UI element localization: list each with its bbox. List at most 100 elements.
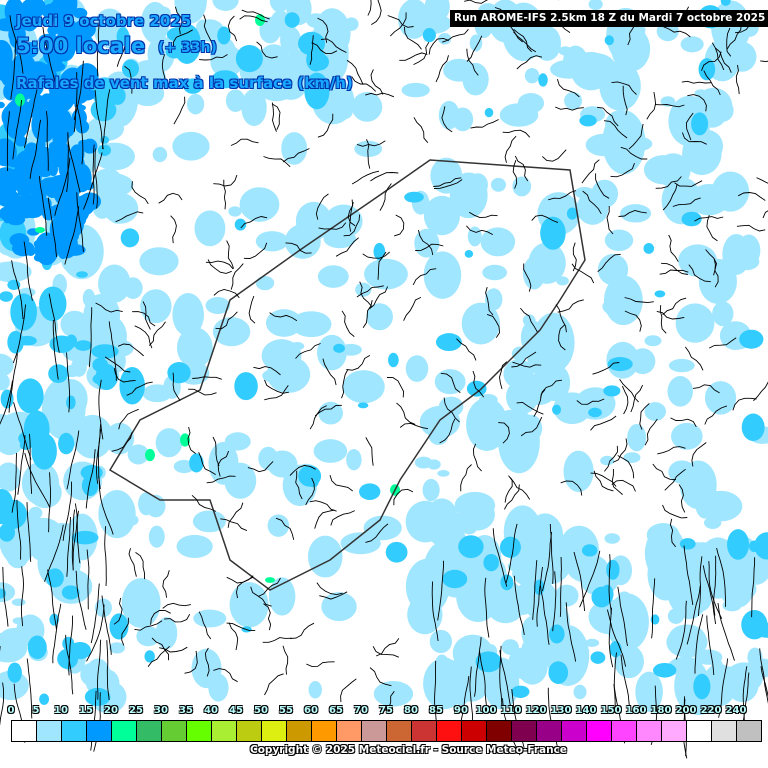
streamline <box>135 552 145 580</box>
streamline <box>662 504 688 519</box>
streamline <box>239 15 268 23</box>
streamline <box>198 611 212 640</box>
streamline <box>295 470 303 500</box>
streamline <box>608 607 614 668</box>
streamline <box>378 691 395 716</box>
streamline <box>399 52 428 61</box>
streamline <box>442 29 469 43</box>
streamline <box>134 325 153 349</box>
streamline <box>148 321 166 346</box>
streamline <box>513 29 533 53</box>
streamline <box>29 433 33 494</box>
streamline <box>595 173 610 199</box>
streamline <box>512 361 542 368</box>
streamline <box>603 120 628 139</box>
streamline <box>199 54 228 61</box>
streamline <box>285 242 312 254</box>
streamline <box>256 41 278 59</box>
streamline <box>652 463 677 481</box>
legend-label: 55 <box>279 705 293 716</box>
legend-cell <box>112 721 137 741</box>
streamline <box>295 343 321 359</box>
streamline <box>610 162 635 178</box>
streamline <box>403 26 422 50</box>
streamline <box>10 39 17 100</box>
streamline <box>351 76 377 92</box>
streamline <box>11 260 24 320</box>
streamline <box>204 647 210 677</box>
streamline <box>306 661 335 667</box>
legend-label: 140 <box>575 705 597 716</box>
streamline <box>716 547 727 607</box>
streamline <box>230 263 244 290</box>
streamline <box>484 577 490 638</box>
streamline <box>760 666 768 697</box>
streamline <box>678 484 686 513</box>
streamline <box>47 197 58 258</box>
streamline <box>370 172 399 182</box>
streamline <box>150 610 171 625</box>
streamline <box>726 23 742 50</box>
streamline <box>228 622 239 651</box>
streamline <box>26 502 32 562</box>
streamline <box>48 293 60 353</box>
legend-label: 80 <box>404 705 418 716</box>
streamline <box>756 177 768 184</box>
legend-label: 60 <box>304 705 318 716</box>
legend-cell <box>387 721 412 741</box>
legend-label: 20 <box>104 705 118 716</box>
streamline <box>365 437 374 466</box>
parameter-title: Rafales de vent max à la surface (km/h) <box>16 74 353 92</box>
streamline <box>346 59 364 85</box>
streamline <box>711 42 725 71</box>
streamline <box>92 144 95 205</box>
streamline <box>191 494 217 512</box>
streamline <box>656 310 685 320</box>
streamline <box>73 72 78 132</box>
streamline <box>188 388 217 396</box>
legend-label: 180 <box>650 705 672 716</box>
legend-cell <box>512 721 537 741</box>
streamline <box>466 48 479 76</box>
streamline <box>548 190 577 201</box>
legend-cell <box>737 721 761 741</box>
streamline <box>24 452 51 508</box>
streamline <box>630 384 644 413</box>
streamline <box>590 415 617 431</box>
run-info: Run AROME-IFS 2.5km 18 Z du Mardi 7 octo… <box>450 10 768 27</box>
color-legend <box>11 720 762 742</box>
streamline <box>617 455 635 479</box>
streamline <box>52 603 62 664</box>
streamline <box>282 645 289 675</box>
streamline <box>606 609 627 667</box>
streamline <box>341 369 349 399</box>
streamline <box>213 174 238 187</box>
streamline <box>557 299 584 313</box>
legend-label: 100 <box>475 705 497 716</box>
legend-label: 220 <box>700 705 722 716</box>
legend-cell <box>287 721 312 741</box>
streamline <box>413 41 430 66</box>
streamline <box>694 216 724 222</box>
streamline <box>692 384 720 394</box>
streamline <box>470 119 499 129</box>
streamline <box>651 578 656 639</box>
legend-label: 30 <box>154 705 168 716</box>
streamline <box>198 452 216 475</box>
legend-label: 10 <box>54 705 68 716</box>
streamline <box>162 602 191 609</box>
legend-cell <box>312 721 337 741</box>
streamline <box>559 556 562 617</box>
streamline <box>555 304 567 333</box>
streamline <box>76 104 84 165</box>
streamline <box>215 311 238 330</box>
streamline <box>393 488 414 506</box>
streamline <box>417 229 434 256</box>
streamline <box>2 566 9 627</box>
legend-label: 5 <box>32 705 40 716</box>
streamline <box>434 660 437 721</box>
streamline <box>387 15 414 28</box>
streamline <box>659 305 667 334</box>
streamline <box>289 622 315 639</box>
streamline <box>113 597 123 625</box>
